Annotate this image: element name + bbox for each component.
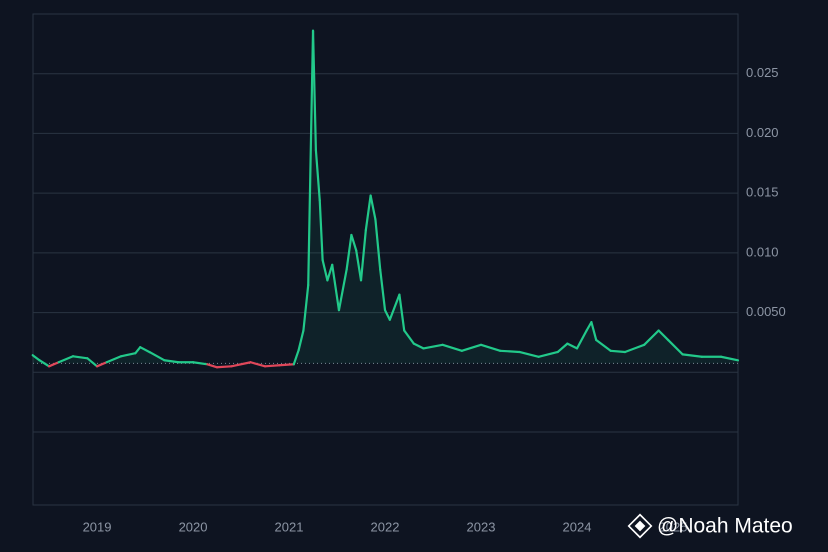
price-segment: [38, 359, 51, 368]
price-segment: [566, 342, 579, 350]
price-segment: [657, 329, 670, 342]
y-tick-label: 0.020: [746, 125, 779, 140]
price-segment: [163, 359, 180, 364]
plot-frame: [32, 13, 739, 506]
watermark: @Noah Mateo: [627, 513, 793, 539]
price-segment: [326, 263, 334, 282]
price-segment: [379, 268, 387, 312]
price-segment: [383, 309, 391, 321]
x-tick-label: 2023: [467, 519, 496, 534]
price-segment: [719, 355, 740, 362]
price-segment: [71, 355, 89, 360]
price-segment: [119, 352, 137, 358]
price-segment: [337, 268, 348, 312]
price-segment: [585, 321, 593, 332]
y-tick-label: 0.025: [746, 65, 779, 80]
price-segment: [321, 258, 329, 282]
y-tick-label: 0.0050: [746, 304, 786, 319]
price-segment: [422, 343, 444, 350]
price-segment: [412, 342, 425, 350]
price-segment: [297, 329, 305, 352]
price-segment: [479, 343, 502, 352]
price-segment: [575, 329, 588, 350]
price-segment: [302, 284, 310, 332]
x-tick-label: 2019: [83, 519, 112, 534]
price-segment: [191, 361, 209, 366]
price-segment: [667, 338, 684, 356]
price-segment: [47, 361, 60, 368]
price-segment: [345, 233, 353, 271]
x-tick-label: 2021: [275, 519, 304, 534]
price-segment: [374, 218, 382, 271]
price-segment: [263, 364, 281, 368]
y-tick-label: 0.010: [746, 244, 779, 259]
price-segment: [350, 233, 358, 252]
price-segment: [403, 329, 415, 345]
price-segment: [307, 29, 315, 287]
price-segment: [318, 199, 324, 262]
watermark-text: @Noah Mateo: [657, 515, 793, 538]
x-tick-label: 2025: [659, 519, 688, 534]
price-segment: [249, 361, 267, 368]
price-segment: [331, 263, 341, 312]
price-segment: [364, 194, 372, 232]
price-segment: [86, 357, 99, 368]
price-segment: [31, 354, 41, 362]
price-segment: [369, 194, 377, 221]
price-segment: [499, 349, 521, 354]
y-tick-label: 0.015: [746, 185, 779, 200]
price-segment: [230, 361, 252, 368]
price-segment: [292, 349, 300, 366]
price-segment: [139, 346, 151, 354]
price-segment: [595, 338, 612, 352]
price-segment: [609, 349, 627, 354]
price-segment: [623, 343, 646, 354]
price-segment: [518, 350, 540, 358]
price-segment: [206, 363, 219, 369]
price-segment: [134, 346, 142, 355]
price-segment: [441, 343, 463, 352]
x-tick-label: 2022: [371, 519, 400, 534]
price-segment: [556, 342, 569, 354]
price-segment: [311, 29, 318, 152]
price-segment: [215, 365, 233, 369]
price-segment: [388, 293, 401, 321]
price-segment: [57, 355, 75, 364]
price-segment: [398, 293, 406, 332]
price-segment: [355, 249, 363, 282]
price-segment: [148, 351, 166, 362]
price-segment: [460, 343, 483, 352]
price-segment: [537, 350, 559, 358]
x-tick-label: 2020: [179, 519, 208, 534]
x-tick-label: 2024: [563, 519, 592, 534]
watermark-icon: [627, 513, 653, 539]
price-segment: [105, 355, 123, 364]
price-segment: [590, 321, 598, 342]
price-segment: [643, 329, 660, 346]
price-segment: [359, 229, 367, 282]
price-segment: [95, 361, 108, 368]
price-segment: [681, 353, 703, 358]
price-segment: [278, 363, 295, 367]
price-segment: [314, 149, 321, 202]
